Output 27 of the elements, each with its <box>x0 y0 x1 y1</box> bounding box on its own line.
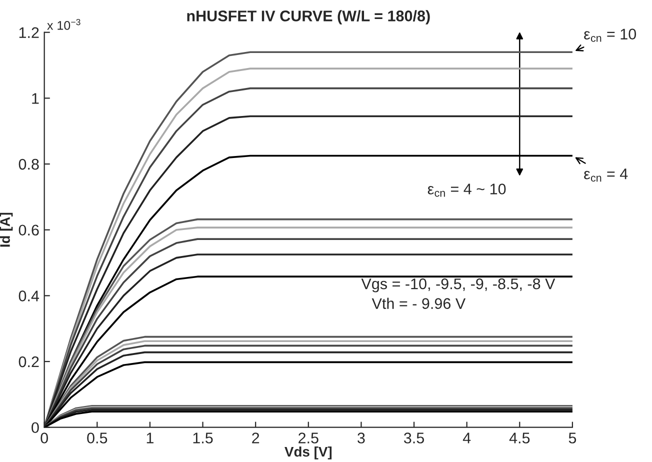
annotation: Vgs = -10, -9.5, -9, -8.5, -8 V <box>361 278 556 292</box>
annotation: ε$_{cn}$ = 10 <box>584 28 636 42</box>
x-tick-label: 0 <box>40 432 48 444</box>
x-tick-label: 4 <box>462 432 471 444</box>
y-axis-title: Id [A] <box>0 212 13 247</box>
y-tick-label: 0.2 <box>18 356 39 368</box>
chart-title: nHUSFET IV CURVE (W/L = 180/8) <box>187 10 430 24</box>
y-tick-label: 1.2 <box>19 27 39 38</box>
x-tick-label: 0.5 <box>87 432 108 444</box>
x-tick-label: 2.5 <box>298 432 318 444</box>
y-tick-label: 0 <box>32 422 39 434</box>
x-tick-label: 2 <box>252 432 260 444</box>
y-tick-label: 0.8 <box>18 158 39 170</box>
x-axis-title: Vds [V] <box>284 446 332 460</box>
x-tick-label: 3.5 <box>404 432 424 444</box>
annotation: Vth = - 9.96 V <box>372 298 466 309</box>
y-tick-label: 0.4 <box>18 290 40 302</box>
annotation: ε$_{cn}$ = 4 ~ 10 <box>428 184 506 197</box>
x-tick-label: 3 <box>358 432 365 444</box>
y-tick-label: 1 <box>32 93 39 104</box>
x-tick-label: 1 <box>146 432 154 444</box>
x-tick-label: 4.5 <box>509 432 530 444</box>
x-tick-label: 1.5 <box>193 432 213 444</box>
y-tick-label: 0.6 <box>18 224 39 236</box>
annotation: ε$_{cn}$ = 4 <box>584 168 628 182</box>
x-tick-label: 5 <box>568 432 576 444</box>
text: x 10$^{−3}$ <box>47 18 80 30</box>
